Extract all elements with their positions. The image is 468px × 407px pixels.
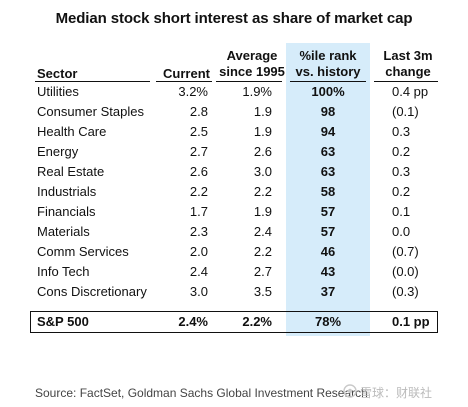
cell-change: 0.1 pp [392,314,430,329]
cell-sector: Real Estate [37,164,105,179]
cell-change: (0.0) [392,264,419,279]
cell-current: 1.7 [189,204,208,219]
cell-change: 0.2 [392,144,411,159]
cell-rank: 78% [314,314,342,329]
cell-current: 3.0 [189,284,208,299]
header-current: Current [163,66,210,81]
cell-current: 2.5 [189,124,208,139]
header-rule-change [374,81,438,82]
cell-average: 2.2 [253,184,272,199]
cell-current: 2.4 [189,264,208,279]
header-sector: Sector [37,66,78,81]
cell-rank: 100% [311,84,345,99]
cell-sector: Cons Discretionary [37,284,147,299]
cell-rank: 63 [320,164,336,179]
cell-change: 0.2 [392,184,411,199]
header-rank-line1: %ile rank [299,48,357,63]
watermark: 雪球：财联社 [360,386,433,400]
table-row: Materials 2.3 2.4 57 0.0 [0,222,468,242]
cell-rank: 57 [320,204,336,219]
total-row: S&P 500 2.4% 2.2% 78% 0.1 pp [0,311,468,333]
table-title: Median stock short interest as share of … [55,10,413,27]
cell-sector: Health Care [37,124,107,139]
header-rule-current [156,81,212,82]
snowball-logo-icon [343,384,357,398]
table-row: Consumer Staples 2.8 1.9 98 (0.1) [0,102,468,122]
cell-current: 2.7 [189,144,208,159]
cell-average: 2.4 [253,224,272,239]
cell-sector: Energy [37,144,79,159]
cell-change: 0.3 [392,124,411,139]
cell-rank: 43 [320,264,336,279]
cell-rank: 46 [320,244,336,259]
header-rank-line2: vs. history [295,64,361,79]
header-average-line2: since 1995 [219,64,285,79]
table-row: Comm Services 2.0 2.2 46 (0.7) [0,242,468,262]
cell-change: 0.3 [392,164,411,179]
cell-sector: Info Tech [37,264,90,279]
header-rule-average [216,81,282,82]
cell-average: 1.9 [253,204,272,219]
source-note: Source: FactSet, Goldman Sachs Global In… [35,386,368,400]
header-average-line1: Average [226,48,278,63]
cell-average: 1.9 [253,124,272,139]
cell-rank: 57 [320,224,336,239]
cell-current: 2.2 [189,184,208,199]
cell-sector: Materials [37,224,90,239]
table-row: Real Estate 2.6 3.0 63 0.3 [0,162,468,182]
header-change-line1: Last 3m [383,48,433,63]
cell-average: 1.9% [242,84,272,99]
total-row-border [30,311,438,333]
header-change-line2: change [385,64,431,79]
table-row: Financials 1.7 1.9 57 0.1 [0,202,468,222]
cell-change: (0.7) [392,244,419,259]
cell-rank: 94 [320,124,336,139]
cell-change: 0.0 [392,224,411,239]
header-rule-rank [290,81,366,82]
table-row: Health Care 2.5 1.9 94 0.3 [0,122,468,142]
cell-change: (0.3) [392,284,419,299]
cell-sector: Utilities [37,84,79,99]
header-rule-sector [35,81,150,82]
cell-rank: 37 [320,284,336,299]
cell-change: (0.1) [392,104,419,119]
cell-current: 3.2% [178,84,208,99]
cell-change: 0.4 pp [392,84,429,99]
table-row: Industrials 2.2 2.2 58 0.2 [0,182,468,202]
cell-current: 2.0 [189,244,208,259]
table-row: Info Tech 2.4 2.7 43 (0.0) [0,262,468,282]
cell-average: 2.2% [242,314,272,329]
cell-current: 2.8 [189,104,208,119]
cell-current: 2.3 [189,224,208,239]
cell-sector: Financials [37,204,96,219]
cell-sector: Comm Services [37,244,129,259]
cell-sector: S&P 500 [37,314,89,329]
cell-average: 2.6 [253,144,272,159]
table-row: Utilities 3.2% 1.9% 100% 0.4 pp [0,82,468,102]
cell-rank: 98 [320,104,336,119]
rank-column-highlight [286,43,370,336]
cell-average: 3.5 [253,284,272,299]
cell-current: 2.6 [189,164,208,179]
cell-sector: Industrials [37,184,97,199]
cell-change: 0.1 [392,204,411,219]
cell-rank: 63 [320,144,336,159]
cell-rank: 58 [320,184,336,199]
cell-average: 2.7 [253,264,272,279]
cell-current: 2.4% [178,314,208,329]
table-row: Cons Discretionary 3.0 3.5 37 (0.3) [0,282,468,302]
cell-average: 3.0 [253,164,272,179]
cell-average: 1.9 [253,104,272,119]
cell-average: 2.2 [253,244,272,259]
table-row: Energy 2.7 2.6 63 0.2 [0,142,468,162]
cell-sector: Consumer Staples [37,104,144,119]
